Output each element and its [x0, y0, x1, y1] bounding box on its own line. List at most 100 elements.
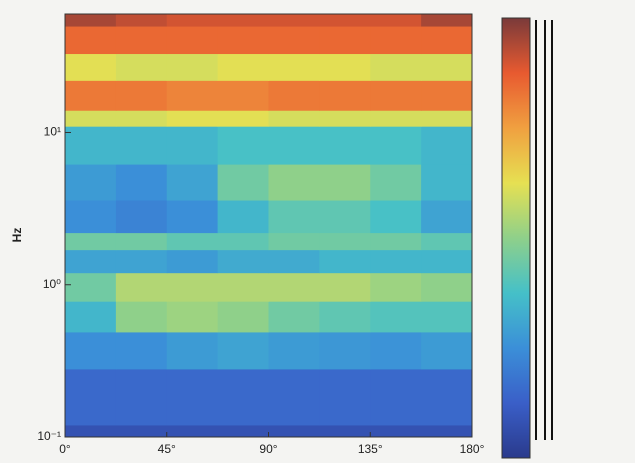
heatmap-cell	[166, 301, 219, 333]
heatmap-cell	[370, 126, 422, 165]
heatmap-cell	[115, 272, 168, 302]
heatmap-cell	[217, 331, 269, 370]
heatmap-cell	[115, 14, 168, 27]
heatmap-cell	[370, 424, 422, 438]
heatmap-cell	[319, 80, 371, 111]
heatmap-cell	[65, 80, 117, 111]
heatmap-cell	[268, 249, 320, 274]
heatmap-cell	[217, 126, 269, 165]
heatmap-cell	[268, 53, 320, 81]
heatmap-cell	[319, 301, 371, 333]
heatmap-cell	[268, 368, 320, 426]
heatmap-cell	[370, 53, 422, 81]
y-tick-label: 10¹	[44, 125, 61, 139]
heatmap-cell	[65, 200, 117, 234]
heatmap-cell	[268, 424, 320, 438]
heatmap-cell	[217, 301, 269, 333]
heatmap-cell	[166, 368, 219, 426]
heatmap-cell	[421, 424, 473, 438]
heatmap-cell	[115, 424, 168, 438]
heatmap-cell	[217, 80, 269, 111]
heatmap-cell	[370, 110, 422, 127]
heatmap-cell	[166, 164, 219, 201]
heatmap-cell	[65, 249, 117, 274]
heatmap-cell	[268, 126, 320, 165]
heatmap-cell	[421, 331, 473, 370]
heatmap-cell	[166, 14, 219, 27]
heatmap-cell	[421, 80, 473, 111]
heatmap-cell	[115, 80, 168, 111]
heatmap-cell	[217, 26, 269, 55]
heatmap-cell	[268, 26, 320, 55]
heatmap-cell	[421, 164, 473, 201]
x-tick-label: 180°	[460, 442, 485, 456]
heatmap-cell	[421, 14, 473, 27]
y-axis-label: Hz	[10, 228, 24, 243]
heatmap-cell	[319, 272, 371, 302]
heatmap-cell	[115, 164, 168, 201]
heatmap-cell	[217, 272, 269, 302]
heatmap-cell	[115, 249, 168, 274]
heatmap-cell	[65, 14, 117, 27]
heatmap-cell	[319, 232, 371, 251]
x-tick-label: 45°	[158, 442, 176, 456]
heatmap-cell	[268, 272, 320, 302]
heatmap-cell	[370, 80, 422, 111]
heatmap-cell	[268, 164, 320, 201]
heatmap-cell	[421, 249, 473, 274]
colorbar	[501, 17, 531, 459]
heatmap-cell	[166, 232, 219, 251]
heatmap-cell	[319, 249, 371, 274]
heatmap-cell	[319, 26, 371, 55]
heatmap-cell	[65, 368, 117, 426]
heatmap-cell	[166, 26, 219, 55]
heatmap-cell	[319, 424, 371, 438]
heatmap-cell	[319, 126, 371, 165]
heatmap-cell	[115, 126, 168, 165]
x-tick-label: 135°	[358, 442, 383, 456]
heatmap-cell	[217, 249, 269, 274]
heatmap-cell	[166, 272, 219, 302]
heatmap-cell	[115, 110, 168, 127]
heatmap-cell	[319, 200, 371, 234]
heatmap-cell	[217, 14, 269, 27]
heatmap-cell	[115, 53, 168, 81]
heatmap-cell	[115, 301, 168, 333]
heatmap-cell	[115, 200, 168, 234]
heatmap-cell	[268, 14, 320, 27]
x-tick-label: 90°	[259, 442, 277, 456]
heatmap-cell	[166, 80, 219, 111]
heatmap-cell	[65, 110, 117, 127]
heatmap-cell	[319, 14, 371, 27]
heatmap-cell	[370, 249, 422, 274]
heatmap-cell	[319, 164, 371, 201]
heatmap-cell	[421, 272, 473, 302]
heatmap-cell	[370, 331, 422, 370]
heatmap-cell	[268, 110, 320, 127]
heatmap-cell	[217, 53, 269, 81]
heatmap-cell	[268, 301, 320, 333]
heatmap-cell	[421, 368, 473, 426]
heatmap-cell	[421, 53, 473, 81]
heatmap-cell	[319, 368, 371, 426]
heatmap-cell	[421, 301, 473, 333]
heatmap-cell	[217, 232, 269, 251]
heatmap-cell	[217, 368, 269, 426]
heatmap-cell	[166, 249, 219, 274]
heatmap-cell	[217, 110, 269, 127]
heatmap-cell	[65, 424, 117, 438]
heatmap-cell	[268, 331, 320, 370]
heatmap-cell	[217, 200, 269, 234]
heatmap-cell	[166, 53, 219, 81]
heatmap-cell	[217, 424, 269, 438]
heatmap-cell	[268, 200, 320, 234]
heatmap-cell	[166, 424, 219, 438]
heatmap-cell	[65, 301, 117, 333]
y-tick-label: 10⁻¹	[37, 429, 61, 443]
heatmap-cell	[166, 126, 219, 165]
heatmap-cell	[268, 80, 320, 111]
heatmap-cell	[421, 110, 473, 127]
heatmap-cell	[421, 200, 473, 234]
heatmap-cell	[370, 272, 422, 302]
